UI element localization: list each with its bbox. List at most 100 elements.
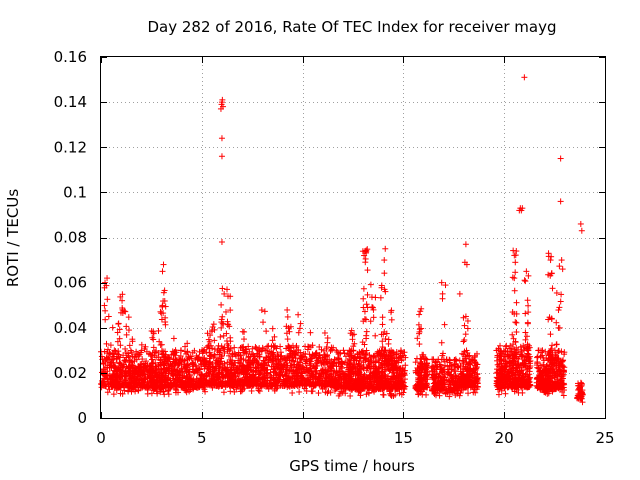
data-point [512,319,519,326]
data-point [296,325,303,332]
data-point [145,383,152,390]
data-point [115,320,122,327]
data-point [379,321,386,328]
data-point [363,335,370,342]
data-point [289,389,296,396]
data-point [98,384,105,391]
data-point [295,311,302,318]
data-point [521,277,528,284]
data-point [363,328,370,335]
data-point [372,332,379,339]
data-point [104,368,111,375]
data-points [98,74,586,406]
data-point [511,275,518,282]
data-point [295,329,302,336]
data-point [416,311,423,318]
data-point [558,291,565,298]
data-point [557,155,564,162]
y-tick-labels: 00.020.040.060.080.10.120.140.16 [54,48,87,427]
data-point [219,285,226,292]
data-point [117,390,124,397]
data-point [464,325,471,332]
data-point [100,360,107,367]
data-point [524,297,531,304]
y-tick-label: 0.1 [63,183,87,201]
data-point [161,391,168,398]
data-point [218,316,225,323]
data-point [100,371,107,378]
data-point [361,308,368,315]
data-point [347,392,354,399]
data-point [155,327,162,334]
data-point [555,324,562,331]
data-point [511,287,518,294]
data-point [513,319,520,326]
data-point [210,321,217,328]
data-point [557,298,564,305]
data-point [284,306,291,313]
data-point [122,345,129,352]
data-point [462,241,469,248]
data-point [158,341,165,348]
data-point [522,278,529,285]
data-point [525,309,532,316]
data-point [438,339,445,346]
x-tick-labels: 0 5 10 15 20 25 [96,429,614,447]
data-point [220,389,227,396]
data-point [461,322,468,329]
data-point [522,310,529,317]
data-point [109,324,116,331]
data-point [557,198,564,205]
data-point [265,342,272,349]
data-point [522,329,529,336]
data-point [239,328,246,335]
data-point [263,328,270,335]
y-tick-label: 0.02 [54,364,87,382]
x-tick-label: 5 [197,429,207,447]
data-point [460,338,467,345]
data-point [558,257,565,264]
data-point [102,316,109,323]
data-point [555,307,562,314]
data-point [113,372,120,379]
data-point [135,353,142,360]
data-point [123,323,130,330]
data-point [465,390,472,397]
y-tick-label: 0.16 [54,48,87,66]
data-point [101,302,108,309]
data-point [553,341,560,348]
data-point [188,355,195,362]
data-point [190,368,197,375]
data-point [144,390,151,397]
data-point [297,320,304,327]
data-point [379,314,386,321]
y-tick-label: 0 [77,409,87,427]
y-axis-title: ROTI / TECUs [4,189,22,287]
data-point [172,376,179,383]
data-point [513,299,520,306]
data-point [307,329,314,336]
data-point [138,360,145,367]
data-point [102,307,109,314]
data-point [549,285,556,292]
data-point [177,352,184,359]
data-point [119,364,126,371]
data-point [125,314,132,321]
data-point [549,342,556,349]
data-point [106,386,113,393]
data-point [189,360,196,367]
data-point [521,74,528,81]
data-point [170,335,177,342]
data-point [160,261,167,268]
data-point [133,348,140,355]
data-point [553,319,560,326]
data-point [559,266,566,273]
data-point [108,373,115,380]
data-point [218,239,225,246]
data-point [512,259,519,266]
data-point [416,341,423,348]
data-point [324,335,331,342]
data-point [367,281,374,288]
data-point [381,270,388,277]
y-tick-label: 0.12 [54,138,87,156]
